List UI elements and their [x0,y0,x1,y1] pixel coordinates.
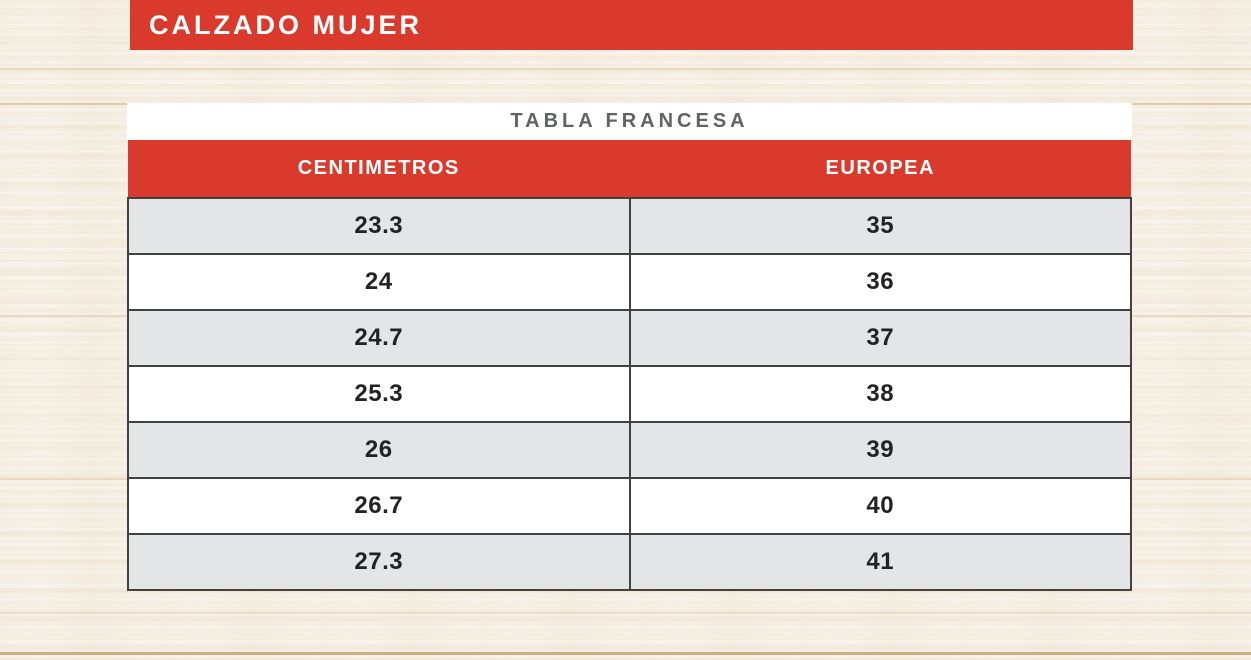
eu-cell: 35 [628,197,1132,255]
table-row: 26 39 [127,421,1132,479]
size-chart-card: TABLA FRANCESA CENTIMETROS EUROPEA 23.3 … [127,103,1132,591]
eu-cell: 41 [628,533,1132,591]
cm-cell: 26.7 [127,477,631,535]
eu-cell: 36 [628,253,1132,311]
cm-cell: 27.3 [127,533,631,591]
table-row: 26.7 40 [127,477,1132,535]
table-row: 25.3 38 [127,365,1132,423]
section-banner: CALZADO MUJER [130,0,1133,50]
cm-cell: 24 [127,253,631,311]
table-row: 27.3 41 [127,533,1132,591]
table-row: 23.3 35 [127,197,1132,255]
section-title: CALZADO MUJER [149,9,422,40]
eu-cell: 39 [628,421,1132,479]
eu-cell: 38 [628,365,1132,423]
cm-cell: 24.7 [127,309,631,367]
cm-cell: 25.3 [127,365,631,423]
size-conversion-table: CENTIMETROS EUROPEA 23.3 35 24 36 24.7 3… [127,140,1132,591]
header-row: CENTIMETROS EUROPEA [128,140,1131,198]
eu-cell: 37 [628,309,1132,367]
table-body: 23.3 35 24 36 24.7 37 25.3 38 26 39 26.7… [127,197,1132,591]
table-header: CENTIMETROS EUROPEA [128,140,1131,198]
column-header-european: EUROPEA [629,140,1131,198]
eu-cell: 40 [628,477,1132,535]
wood-seam [0,652,1251,655]
table-row: 24.7 37 [127,309,1132,367]
table-row: 24 36 [127,253,1132,311]
cm-cell: 26 [127,421,631,479]
wood-seam [0,68,1251,70]
size-chart-title: TABLA FRANCESA [127,103,1132,140]
wood-seam [0,612,1251,614]
column-header-centimeters: CENTIMETROS [128,140,630,198]
cm-cell: 23.3 [127,197,631,255]
